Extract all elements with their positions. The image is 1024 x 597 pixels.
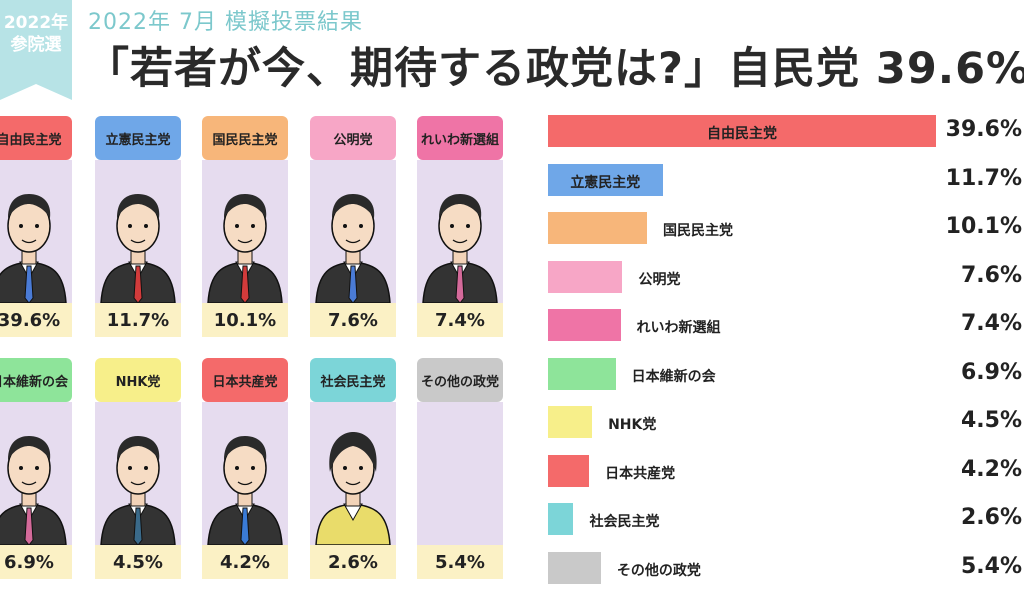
party-leader-portrait — [310, 160, 396, 303]
party-card-name: その他の政党 — [417, 358, 503, 402]
ribbon-year: 2022年 — [3, 13, 69, 33]
chart-bar — [548, 406, 593, 438]
party-card-name: 公明党 — [310, 116, 396, 160]
chart-value-label: 39.6% — [945, 117, 1022, 142]
vote-bar-chart: 自由民主党 39.6% 立憲民主党 11.7% 国民民主党 10.1% 公明党 7.6% れいわ… — [548, 112, 1024, 597]
chart-category-label: 社会民主党 — [589, 514, 660, 530]
party-card-name: 国民民主党 — [202, 116, 288, 160]
party-leader-portrait — [417, 402, 503, 545]
chart-value-label: 6.9% — [960, 359, 1022, 385]
chart-bar — [548, 115, 936, 147]
party-card-percentage: 6.9% — [0, 545, 72, 579]
party-card-name: 日本共産党 — [202, 358, 288, 402]
party-card-percentage: 7.6% — [310, 303, 396, 337]
chart-bar — [548, 454, 590, 487]
party-card: 日本共産党 4.2% — [202, 358, 288, 579]
party-card: 立憲民主党 11.7% — [95, 116, 181, 337]
party-leader-portrait — [202, 160, 288, 303]
chart-bar — [548, 503, 574, 535]
chart-bar — [548, 309, 621, 341]
party-leader-portrait — [95, 160, 181, 303]
chart-value-label: 11.7% — [945, 165, 1022, 191]
party-card-percentage: 11.7% — [95, 303, 181, 337]
election-ribbon: 2022年 参院選 — [0, 0, 72, 100]
chart-bar — [548, 212, 647, 244]
party-card-name: 日本維新の会 — [0, 358, 72, 402]
party-card-percentage: 5.4% — [417, 545, 503, 579]
chart-value-label: 5.4% — [960, 553, 1022, 579]
party-card: 日本維新の会 6.9% — [0, 358, 72, 579]
chart-value-label: 4.5% — [960, 408, 1022, 433]
chart-value-label: 7.4% — [960, 311, 1022, 336]
party-card: 社会民主党 2.6% — [310, 358, 396, 579]
party-card-percentage: 4.5% — [95, 545, 181, 579]
party-leader-portrait — [95, 402, 181, 545]
chart-category-label: 自由民主党 — [707, 126, 777, 142]
party-card: れいわ新選組 7.4% — [417, 116, 503, 337]
chart-category-label: 日本維新の会 — [631, 368, 716, 385]
party-card-percentage: 2.6% — [310, 545, 396, 579]
party-card: 国民民主党 10.1% — [202, 116, 288, 337]
party-card: NHK党 4.5% — [95, 358, 181, 579]
party-card-name: 社会民主党 — [310, 358, 396, 402]
chart-category-label: 国民民主党 — [662, 223, 733, 239]
chart-bar — [548, 163, 663, 196]
chart-category-label: 公明党 — [638, 271, 681, 288]
chart-bar — [548, 357, 616, 390]
party-leader-portrait — [0, 160, 72, 303]
party-card: 公明党 7.6% — [310, 116, 396, 337]
ribbon-election: 参院選 — [10, 35, 62, 55]
chart-value-label: 4.2% — [960, 456, 1022, 482]
party-card-name: 自由民主党 — [0, 116, 72, 160]
party-leader-portrait — [417, 160, 503, 303]
chart-value-label: 7.6% — [960, 262, 1022, 288]
party-leader-portrait — [310, 402, 396, 545]
party-leader-portrait — [0, 402, 72, 545]
party-card-name: れいわ新選組 — [417, 116, 503, 160]
party-card: 自由民主党 39.6% — [0, 116, 72, 337]
party-card-percentage: 4.2% — [202, 545, 288, 579]
party-card-percentage: 10.1% — [202, 303, 288, 337]
chart-category-label: れいわ新選組 — [636, 320, 721, 336]
chart-value-label: 2.6% — [960, 505, 1022, 530]
party-leader-portrait — [202, 402, 288, 545]
page-title: 「若者が今、期待する政党は?」自民党 39.6% — [86, 44, 1024, 94]
chart-category-label: 立憲民主党 — [570, 174, 641, 191]
party-card: その他の政党 5.4% — [417, 358, 503, 579]
party-card-name: NHK党 — [95, 358, 181, 402]
chart-category-label: 日本共産党 — [605, 465, 676, 482]
page-subtitle: 2022年 7月 模擬投票結果 — [88, 10, 363, 35]
chart-category-label: NHK党 — [608, 417, 657, 433]
party-card-name: 立憲民主党 — [95, 116, 181, 160]
chart-bar — [548, 260, 623, 293]
party-card-percentage: 7.4% — [417, 303, 503, 337]
party-card-percentage: 39.6% — [0, 303, 72, 337]
chart-category-label: その他の政党 — [616, 562, 701, 579]
chart-value-label: 10.1% — [945, 214, 1022, 239]
chart-bar — [548, 551, 601, 584]
